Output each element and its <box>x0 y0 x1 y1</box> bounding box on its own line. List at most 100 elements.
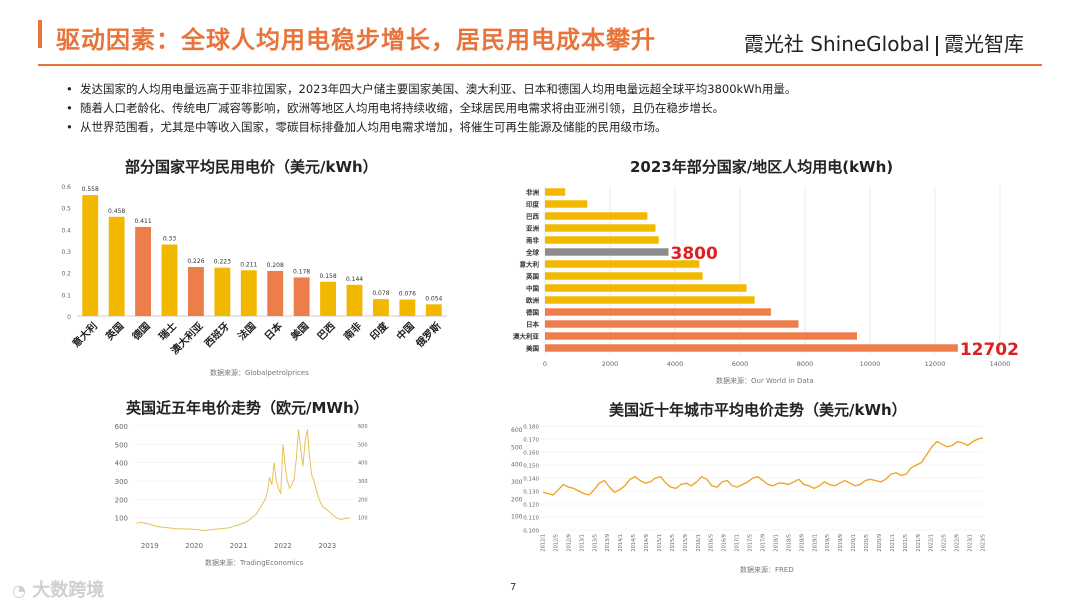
x-tick-label: 2012/9 <box>566 534 572 552</box>
x-tick-label: 南非 <box>341 319 364 342</box>
bar-value-label: 0.558 <box>82 186 99 193</box>
y-tick-label: 200 <box>115 496 128 504</box>
outer-y-tick-label: 200 <box>511 496 523 503</box>
y-tick-label-right: 200 <box>358 497 368 503</box>
bar <box>188 267 204 316</box>
percap-chart-title: 2023年部分国家/地区人均用电(kWh) <box>630 158 894 176</box>
series-line <box>542 437 984 496</box>
slide-title: 驱动因素：全球人均用电稳步增长，居民用电成本攀升 <box>56 26 656 54</box>
y-tick-label: 0.130 <box>523 490 539 496</box>
bar <box>240 270 257 316</box>
y-tick-label: 400 <box>115 460 128 468</box>
bar <box>545 188 566 196</box>
y-tick-label-right: 300 <box>358 479 368 485</box>
bar-annotation: 12702 <box>960 340 1019 360</box>
bar-value-label: 0.223 <box>214 259 231 266</box>
bar-value-label: 0.076 <box>399 291 416 298</box>
x-tick-label: 2019/1 <box>812 534 818 552</box>
x-tick-label: 2018/1 <box>773 534 779 552</box>
bar <box>545 320 799 328</box>
bar <box>545 284 747 292</box>
x-tick-label: 12000 <box>925 360 946 368</box>
bar <box>545 248 669 256</box>
x-tick-label: 2012/1 <box>541 534 547 552</box>
title-underline <box>38 64 1042 66</box>
title-accent <box>38 20 42 48</box>
x-tick-label: 2022 <box>274 542 292 550</box>
y-tick-label: 0.6 <box>61 184 71 191</box>
x-tick-label: 2013/5 <box>592 534 598 552</box>
y-tick-label: 全球 <box>525 248 540 257</box>
x-tick-label: 中国 <box>394 319 417 342</box>
page-number: 7 <box>510 582 517 593</box>
bullet-list: 发达国家的人均用电量远高于亚非拉国家，2023年四大户储主要国家美国、澳大利亚、… <box>66 80 796 137</box>
bar <box>135 226 151 316</box>
y-tick-label-right: 100 <box>358 516 368 522</box>
y-tick-label: 0.100 <box>523 529 539 535</box>
bar-value-label: 0.208 <box>267 262 284 269</box>
y-tick-label: 美国 <box>526 344 540 353</box>
price-bar-chart: 0 0.1 0.2 0.3 0.4 0.5 0.6 0.558 意大利 0.458 英国 0.411 德… <box>61 184 447 357</box>
bar <box>545 236 659 244</box>
x-tick-label: 巴西 <box>315 320 338 343</box>
x-tick-label: 2015/5 <box>670 534 676 552</box>
x-tick-label: 2013/1 <box>579 534 585 552</box>
bar <box>346 284 363 316</box>
y-tick-label: 印度 <box>526 200 540 209</box>
us-line-chart: 0.100 0.110 0.120 0.130 0.140 0.150 0.160 0.170… <box>511 425 987 552</box>
bar <box>545 296 755 304</box>
y-tick-label: 巴西 <box>526 213 540 221</box>
y-tick-label: 德国 <box>526 308 540 317</box>
percap-bar-chart: 0 2000 4000 6000 8000 10000 12000 14000 非洲印度巴西亚洲… <box>513 186 1019 368</box>
us-chart-title: 美国近十年城市平均电价走势（美元/kWh） <box>609 401 907 419</box>
y-tick-label-right: 500 <box>358 442 368 448</box>
price-chart-title: 部分国家平均民用电价（美元/kWh） <box>125 158 378 176</box>
y-tick-label: 意大利 <box>520 260 540 269</box>
x-tick-label: 2022/1 <box>929 534 935 552</box>
bar-value-label: 0.226 <box>187 258 204 265</box>
uk-line-chart: 100 100 200 200 300 300 400 400 500 500 600 600 2019… <box>115 423 368 550</box>
x-tick-label: 14000 <box>990 360 1011 368</box>
x-tick-label: 2018/5 <box>786 534 792 552</box>
x-tick-label: 2019/5 <box>825 534 831 552</box>
y-tick-label-right: 400 <box>358 461 368 467</box>
y-tick-label: 300 <box>115 478 128 486</box>
bar-value-label: 0.211 <box>240 261 257 268</box>
x-tick-label: 意大利 <box>69 319 99 349</box>
x-tick-label: 2019/9 <box>838 534 844 552</box>
bar <box>545 332 857 340</box>
bar <box>545 200 588 208</box>
bullet-item: 发达国家的人均用电量远高于亚非拉国家，2023年四大户储主要国家美国、澳大利亚、… <box>66 80 796 99</box>
bar <box>425 304 442 316</box>
y-tick-label: 0.160 <box>523 451 539 457</box>
bar <box>82 195 99 316</box>
us-chart-source: 数据来源：FRED <box>740 566 794 574</box>
x-tick-label: 2014/5 <box>631 534 637 552</box>
footer-logo: ◔ 大数跨境 <box>12 576 104 602</box>
y-tick-label: 非洲 <box>526 188 540 197</box>
x-tick-label: 德国 <box>129 319 153 343</box>
outer-y-tick-label: 100 <box>511 514 523 521</box>
bullet-item: 从世界范围看，尤其是中等收入国家，零碳目标排叠加人均用电需求增加，将催生可再生能… <box>66 118 796 137</box>
bar <box>214 267 231 316</box>
x-tick-label: 2020 <box>185 542 203 550</box>
y-tick-label: 南非 <box>526 236 540 245</box>
x-tick-label: 2022/5 <box>942 534 948 552</box>
footer-logo-text: 大数跨境 <box>32 580 105 601</box>
x-tick-label: 俄罗斯 <box>412 319 443 350</box>
footer-logo-icon: ◔ <box>12 581 26 600</box>
x-tick-label: 2023/1 <box>968 534 974 552</box>
percap-chart-source: 数据来源：Our World in Data <box>716 377 814 385</box>
x-tick-label: 日本 <box>262 319 286 343</box>
bar <box>545 212 648 220</box>
title-bar: 驱动因素：全球人均用电稳步增长，居民用电成本攀升 霞光社 ShineGlobal… <box>0 14 1080 70</box>
x-tick-label: 2017/1 <box>735 534 741 552</box>
outer-y-tick-label: 600 <box>511 427 523 434</box>
x-tick-label: 2021/9 <box>916 534 922 552</box>
outer-y-tick-label: 500 <box>511 444 523 451</box>
outer-y-tick-label: 300 <box>511 479 523 486</box>
y-tick-label: 0.180 <box>523 425 539 431</box>
bar <box>267 270 284 316</box>
y-tick-label: 0.2 <box>61 271 71 278</box>
x-tick-label: 法国 <box>235 319 258 342</box>
